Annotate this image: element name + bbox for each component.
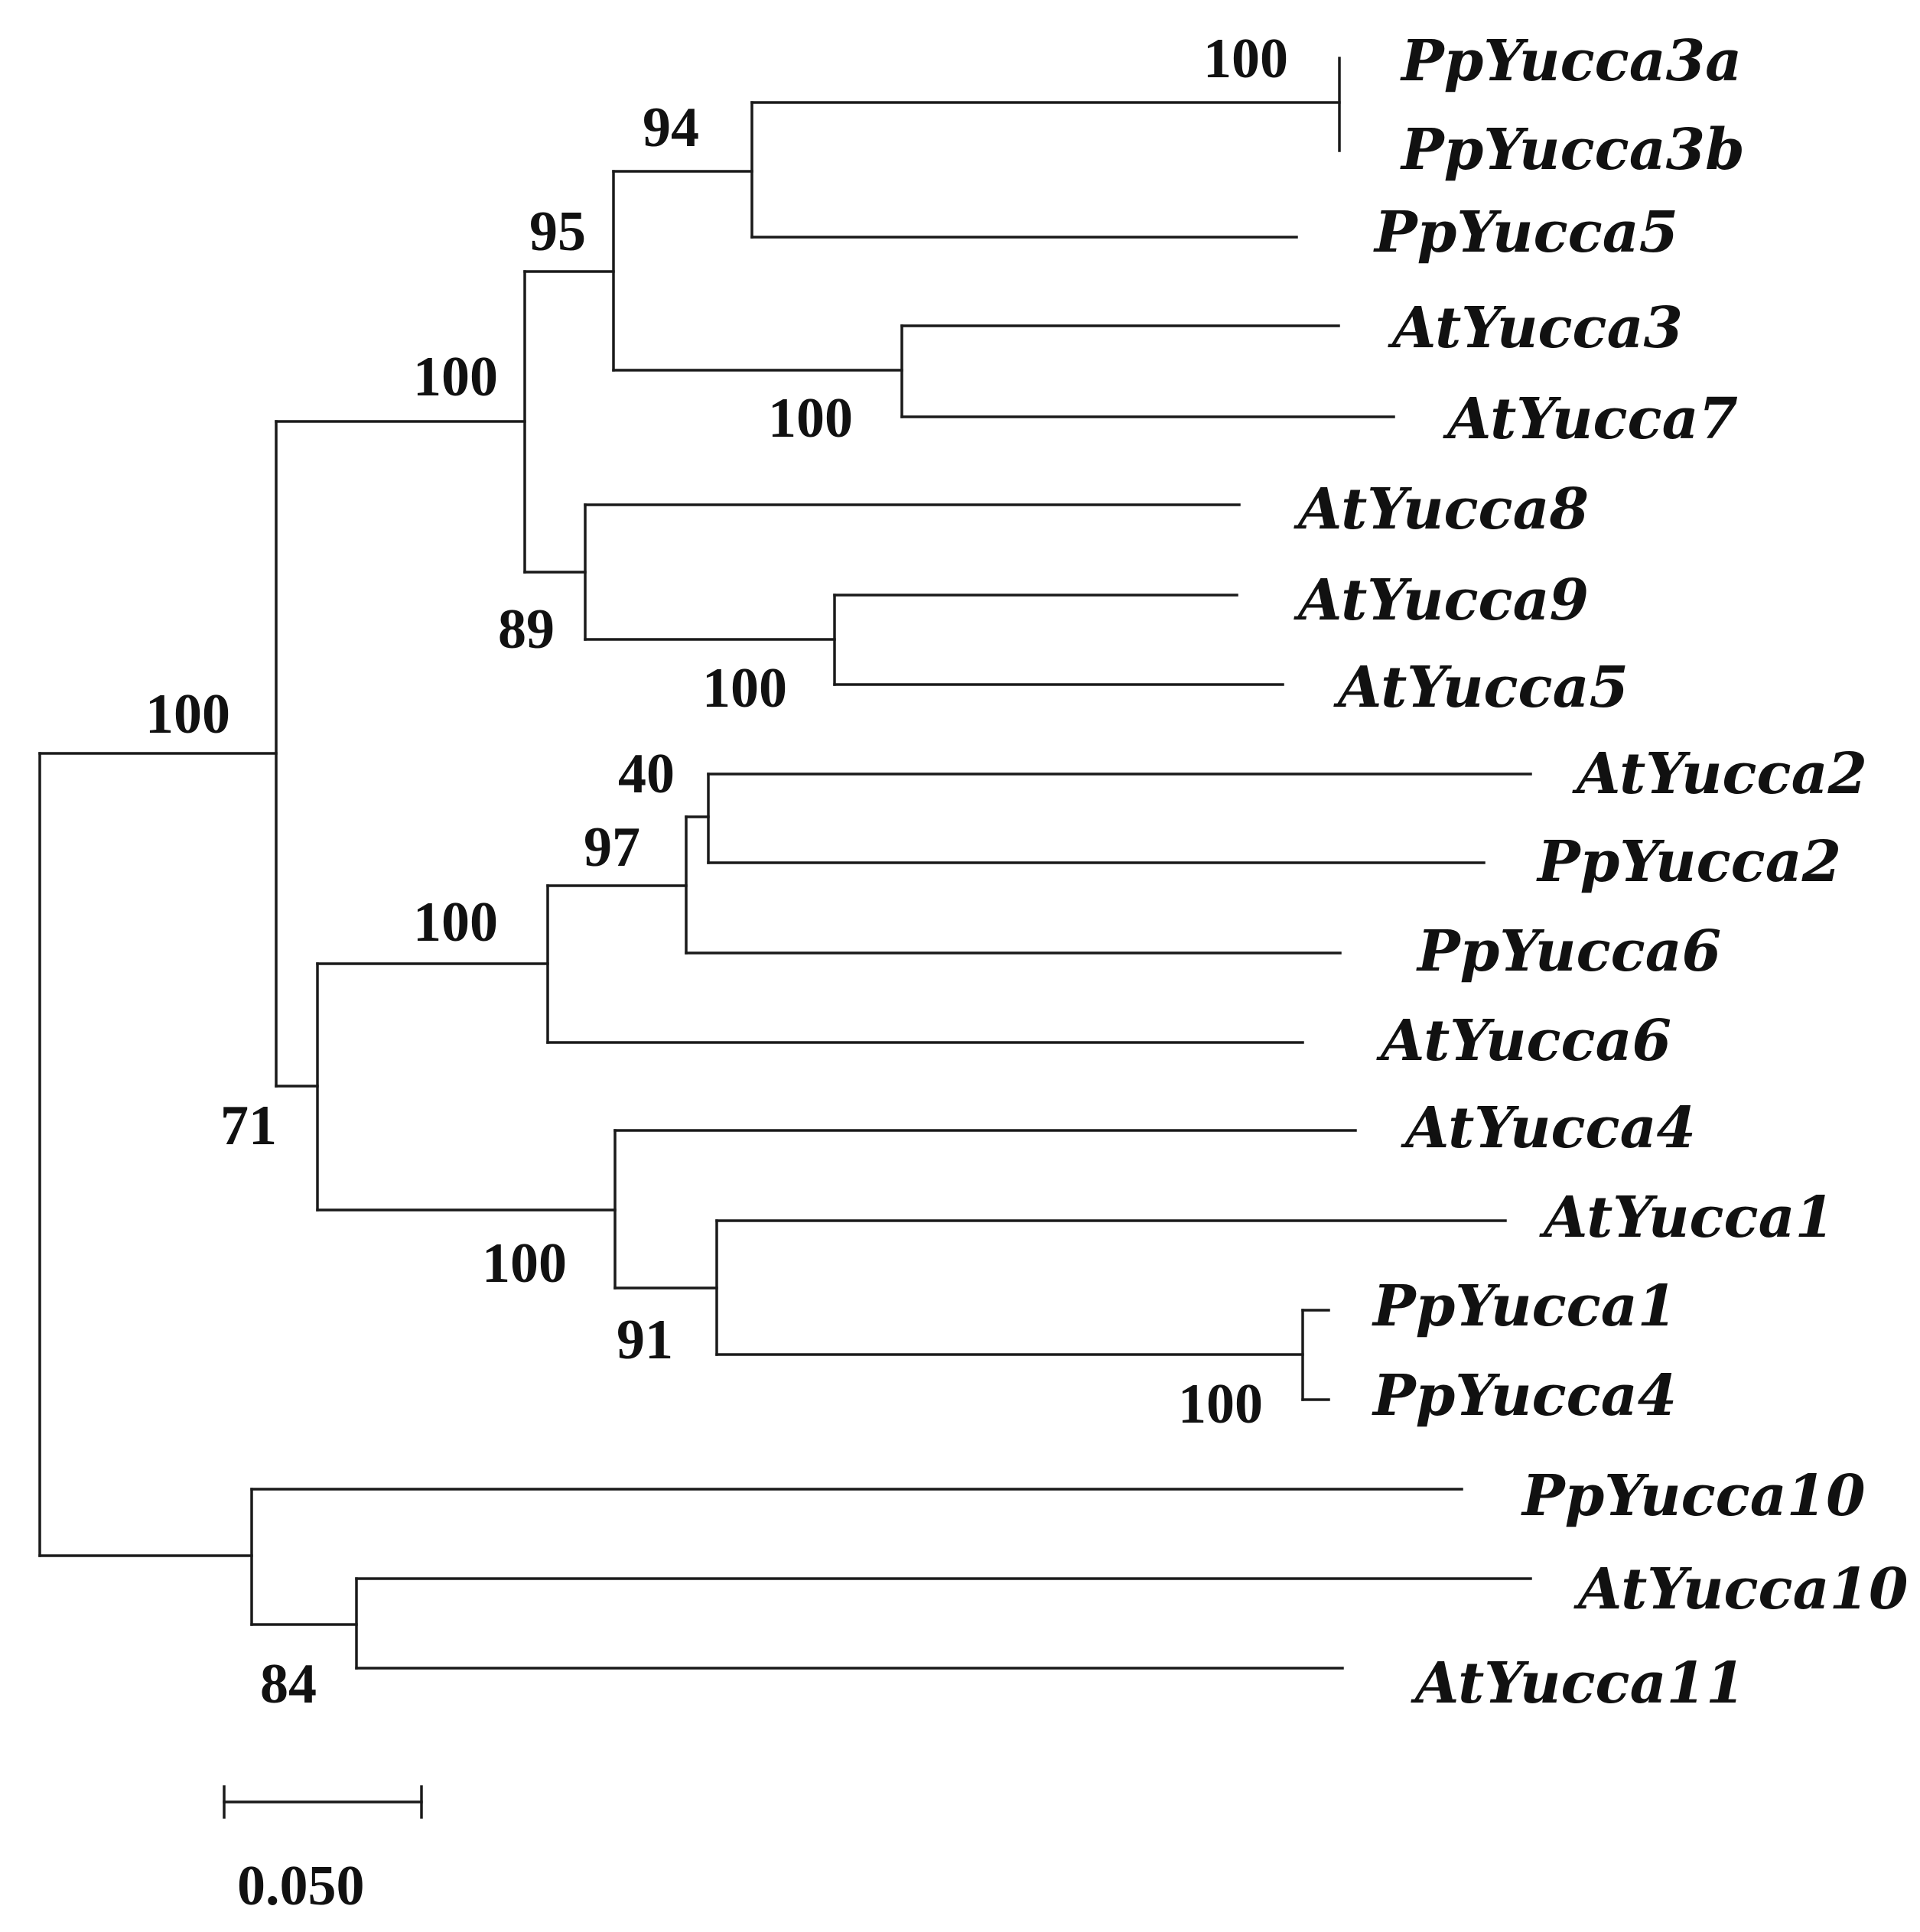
bootstrap-value: 40: [618, 743, 675, 805]
leaf-label: PpYucca4: [1372, 1363, 1677, 1429]
leaf-label: AtYucca5: [1333, 655, 1629, 720]
leaf-label: AtYucca8: [1294, 476, 1589, 542]
bootstrap-value: 84: [260, 1653, 317, 1716]
bootstrap-value: 71: [220, 1094, 277, 1157]
bootstrap-value: 100: [413, 891, 498, 954]
scale-bar: 0.050: [223, 1785, 423, 1917]
bootstrap-value: 94: [643, 96, 699, 159]
leaf-label: AtYucca11: [1411, 1651, 1746, 1716]
bootstrap-value: 100: [768, 387, 853, 450]
bootstrap-value: 89: [498, 598, 555, 661]
scale-bar-label: 0.050: [237, 1855, 365, 1917]
leaf-label: AtYucca10: [1573, 1556, 1909, 1622]
tree-branches: [38, 57, 1532, 1670]
bootstrap-values: 100 94 95 100 100 89 100 100 40 97 100 7…: [145, 28, 1288, 1716]
bootstrap-value: 100: [1178, 1373, 1263, 1436]
leaf-label: AtYucca7: [1443, 386, 1738, 452]
bootstrap-value: 100: [482, 1232, 567, 1295]
leaf-label: PpYucca3b: [1400, 117, 1745, 183]
leaf-label: AtYucca1: [1539, 1185, 1834, 1251]
leaf-label: AtYucca6: [1376, 1008, 1671, 1074]
leaf-label: PpYucca2: [1536, 829, 1841, 895]
leaf-label: PpYucca1: [1372, 1273, 1677, 1339]
bootstrap-value: 100: [702, 657, 787, 720]
bootstrap-value: 100: [145, 683, 230, 746]
leaf-label: PpYucca10: [1521, 1463, 1866, 1529]
leaf-label: AtYucca2: [1572, 741, 1867, 807]
leaf-label: PpYucca5: [1373, 200, 1678, 265]
leaf-label: AtYucca3: [1388, 295, 1683, 361]
bootstrap-value: 100: [413, 346, 498, 408]
bootstrap-value: 100: [1203, 28, 1288, 90]
leaf-label: AtYucca4: [1401, 1095, 1696, 1161]
leaf-label: PpYucca3a: [1400, 28, 1742, 94]
leaf-labels: PpYucca3a PpYucca3b PpYucca5 AtYucca3 At…: [1294, 28, 1909, 1716]
bootstrap-value: 97: [584, 816, 640, 879]
leaf-label: PpYucca6: [1416, 919, 1721, 984]
bootstrap-value: 91: [617, 1309, 673, 1371]
leaf-label: AtYucca9: [1294, 568, 1589, 633]
bootstrap-value: 95: [529, 200, 586, 263]
